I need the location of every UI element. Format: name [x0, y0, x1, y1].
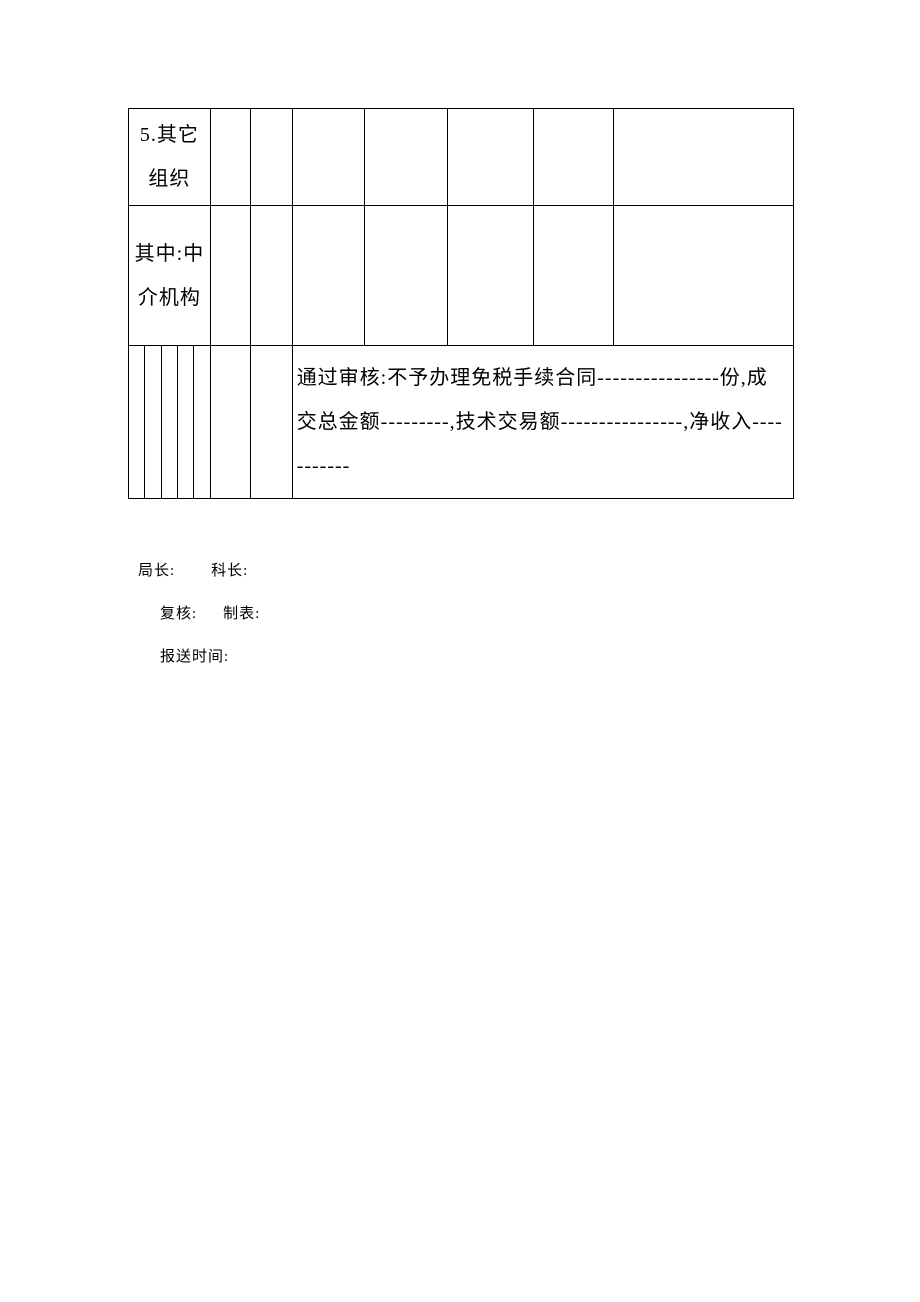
table-row: 通过审核:不予办理免税手续合同----------------份,成交总金额--… [129, 346, 794, 499]
empty-cell [364, 206, 448, 346]
empty-cell [194, 346, 210, 499]
report-time-label: 报送时间: [160, 649, 229, 665]
row-label-cell: 5.其它组织 [129, 109, 211, 206]
empty-cell [534, 206, 614, 346]
document-page: 5.其它组织 其中:中介机构 通过审核:不 [0, 0, 920, 666]
empty-cell [250, 109, 292, 206]
data-table: 5.其它组织 其中:中介机构 通过审核:不 [128, 108, 794, 499]
table-row: 5.其它组织 [129, 109, 794, 206]
empty-cell [129, 346, 145, 499]
empty-cell [250, 346, 292, 499]
footer-section: 局长: 科长: 复核: 制表: 报送时间: [128, 559, 794, 666]
empty-cell [178, 346, 194, 499]
section-chief-label: 科长: [211, 563, 248, 579]
empty-cell [250, 206, 292, 346]
empty-cell [145, 346, 161, 499]
empty-cell [210, 346, 250, 499]
empty-cell [292, 206, 364, 346]
table-row: 其中:中介机构 [129, 206, 794, 346]
empty-cell [448, 109, 534, 206]
empty-cell [161, 346, 177, 499]
row-label-cell: 其中:中介机构 [129, 206, 211, 346]
empty-cell [534, 109, 614, 206]
empty-cell [210, 206, 250, 346]
empty-cell [614, 206, 794, 346]
footer-line: 复核: 制表: [160, 602, 794, 623]
footer-line: 报送时间: [160, 645, 794, 666]
footer-line: 局长: 科长: [138, 559, 794, 580]
review-label: 复核: [160, 606, 197, 622]
empty-cell [448, 206, 534, 346]
empty-cell [210, 109, 250, 206]
tabulator-label: 制表: [223, 606, 260, 622]
empty-cell [614, 109, 794, 206]
director-label: 局长: [138, 563, 175, 579]
empty-cell [364, 109, 448, 206]
empty-cell [292, 109, 364, 206]
audit-note-cell: 通过审核:不予办理免税手续合同----------------份,成交总金额--… [292, 346, 793, 499]
